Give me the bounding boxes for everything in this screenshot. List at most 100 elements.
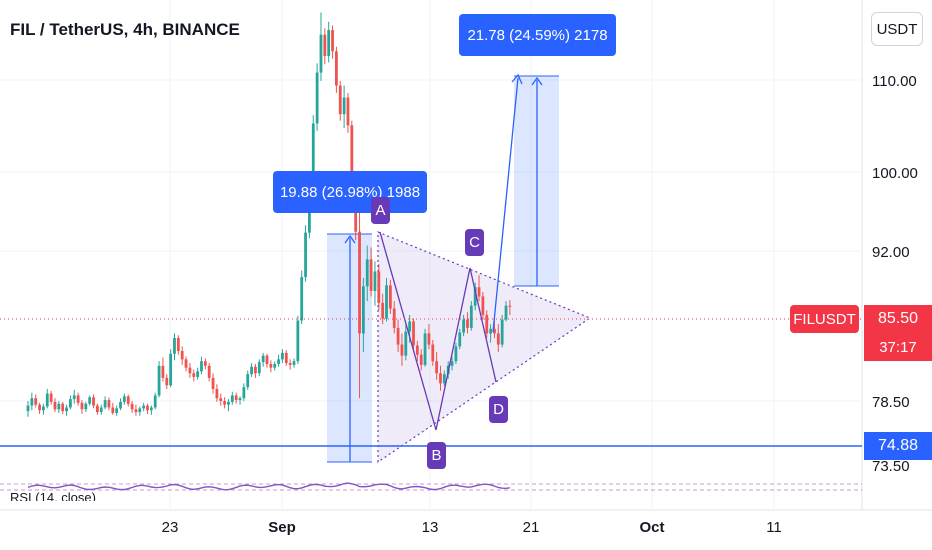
candle-body — [304, 232, 307, 278]
candle-body — [358, 231, 361, 334]
candle-body — [277, 359, 280, 364]
candle-body — [469, 305, 473, 328]
candle-body — [365, 259, 369, 287]
candle-body — [92, 397, 95, 406]
candle-body — [377, 271, 381, 303]
candle-body — [508, 305, 512, 307]
symbol-tag: FILUSDT — [790, 305, 859, 333]
rsi-line — [27, 482, 510, 491]
candle-body — [53, 401, 57, 410]
x-tick-13: 13 — [422, 519, 439, 536]
candle-body — [481, 296, 485, 315]
candle-body — [435, 361, 439, 374]
candle-body — [450, 361, 454, 366]
candle-body — [169, 353, 173, 386]
candle-body — [311, 123, 315, 186]
candle-body — [126, 396, 130, 404]
candle-body — [38, 404, 41, 411]
pattern-point-c[interactable]: C — [465, 229, 484, 256]
candle-body — [288, 363, 292, 365]
abcd-pattern[interactable] — [379, 231, 497, 431]
candle-body — [119, 401, 122, 409]
candle-body — [42, 406, 45, 411]
candle-body — [72, 395, 76, 400]
candle-body — [338, 85, 342, 115]
candle-body — [49, 393, 53, 402]
pattern-point-b[interactable]: B — [427, 442, 446, 469]
candle-body — [45, 393, 49, 407]
currency-button[interactable]: USDT — [871, 12, 923, 46]
candle-body — [26, 405, 30, 412]
candle-body — [30, 398, 34, 406]
candle-body — [176, 338, 180, 352]
y-tick-73: 73.50 — [872, 458, 910, 475]
candle-body — [99, 407, 103, 413]
candle-body — [500, 319, 504, 345]
y-tick-110: 110.00 — [872, 73, 917, 90]
candle-body — [404, 331, 408, 356]
candle-body — [458, 332, 462, 347]
x-tick-sep: Sep — [268, 519, 296, 536]
candle-body — [65, 407, 68, 412]
triangle-pattern[interactable] — [377, 231, 592, 464]
candle-body — [269, 363, 273, 368]
pattern-point-a[interactable]: A — [371, 197, 390, 224]
candle-body — [153, 395, 157, 408]
measure-arrow-2-head — [531, 76, 543, 86]
projection-arrow-head — [511, 73, 523, 85]
candle-body — [489, 328, 492, 334]
candle-body — [230, 395, 234, 402]
candle-body — [496, 333, 500, 345]
candle-body — [466, 319, 469, 328]
measure-arrow-1-head — [344, 234, 356, 244]
candle-body — [215, 388, 219, 399]
candle-body — [442, 374, 446, 384]
candle-body — [88, 397, 92, 404]
candle-body — [331, 30, 334, 52]
grid-lines — [0, 0, 862, 510]
candle-body — [84, 403, 88, 410]
candle-body — [165, 377, 169, 386]
pattern-point-d[interactable]: D — [489, 396, 508, 423]
candle-body — [242, 387, 246, 399]
candle-body — [369, 259, 373, 291]
candle-body — [103, 400, 107, 408]
candle-body — [265, 355, 269, 364]
projection-path — [492, 77, 519, 333]
candle-body — [415, 345, 419, 355]
chart-title: FIL / TetherUS, 4h, BINANCE — [10, 20, 240, 39]
candle-body — [388, 285, 392, 309]
candle-body — [493, 328, 496, 334]
candle-body — [477, 287, 481, 297]
candle-body — [157, 365, 161, 396]
candle-body — [107, 400, 111, 408]
candle-body — [173, 338, 176, 354]
support-level-tag: 74.88 — [864, 432, 932, 460]
candle-body — [227, 401, 230, 405]
candle-body — [146, 405, 149, 411]
candle-body — [257, 362, 261, 374]
candle-body — [381, 302, 385, 319]
candle-body — [408, 321, 412, 332]
y-tick-78: 78.50 — [872, 394, 910, 411]
candle-body — [504, 305, 508, 320]
candle-body — [34, 398, 38, 405]
candle-body — [346, 97, 350, 126]
candle-body — [250, 366, 253, 375]
candle-body — [149, 407, 153, 411]
x-tick-11: 11 — [766, 519, 782, 536]
candle-body — [385, 285, 388, 319]
candle-body — [315, 72, 319, 124]
candle-body — [192, 373, 196, 377]
candle-body — [273, 363, 277, 368]
candle-body — [246, 374, 250, 388]
candle-body — [69, 399, 72, 408]
candle-body — [219, 398, 223, 401]
countdown-tag: 37:17 — [864, 333, 932, 361]
candle-body — [296, 320, 300, 362]
y-tick-100: 100.00 — [872, 165, 918, 182]
candle-body — [130, 403, 134, 410]
candle-body — [134, 409, 138, 413]
candle-body — [211, 377, 215, 389]
